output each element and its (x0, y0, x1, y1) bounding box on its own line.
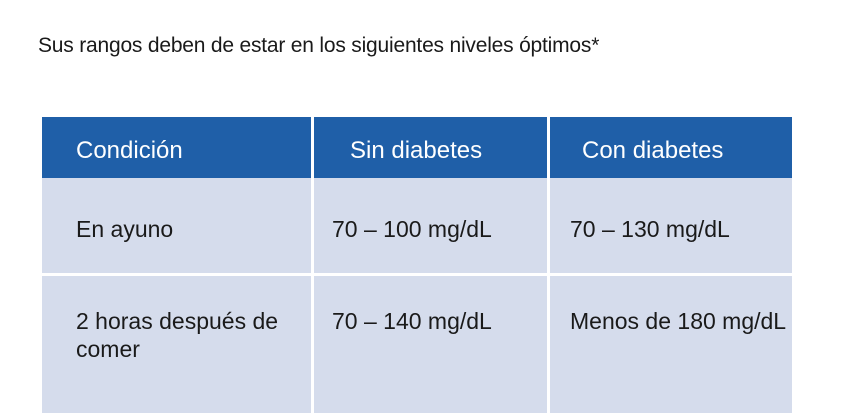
header-with-diabetes: Con diabetes (550, 117, 792, 178)
glucose-levels-table: Condición Sin diabetes Con diabetes En a… (42, 117, 792, 413)
header-without-diabetes: Sin diabetes (314, 117, 550, 178)
table-header-row: Condición Sin diabetes Con diabetes (42, 117, 792, 178)
cell-with-diabetes: Menos de 180 mg/dL (550, 273, 792, 413)
header-condition: Condición (42, 117, 314, 178)
cell-condition: 2 horas después de comer (42, 273, 314, 413)
cell-with-diabetes: 70 – 130 mg/dL (550, 178, 792, 273)
cell-without-diabetes: 70 – 140 mg/dL (314, 273, 550, 413)
cell-condition: En ayuno (42, 178, 314, 273)
table-row: 2 horas después de comer 70 – 140 mg/dL … (42, 273, 792, 413)
cell-without-diabetes: 70 – 100 mg/dL (314, 178, 550, 273)
table-row: En ayuno 70 – 100 mg/dL 70 – 130 mg/dL (42, 178, 792, 273)
intro-text: Sus rangos deben de estar en los siguien… (38, 34, 600, 57)
